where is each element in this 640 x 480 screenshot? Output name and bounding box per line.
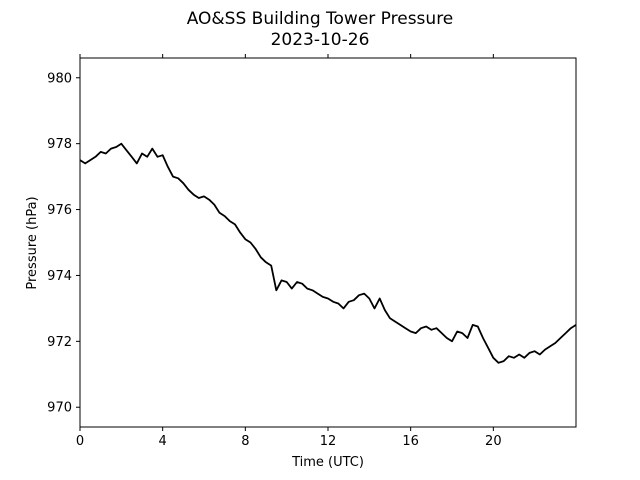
x-tick-label: 16 [402, 434, 419, 449]
y-axis-label: Pressure (hPa) [25, 196, 40, 289]
y-tick-label: 978 [47, 137, 72, 152]
chart-subtitle: 2023-10-26 [271, 30, 370, 50]
x-tick-label: 12 [320, 434, 337, 449]
x-axis-label: Time (UTC) [291, 455, 364, 470]
x-tick-label: 4 [159, 434, 167, 449]
y-tick-label: 972 [47, 335, 72, 350]
x-tick-label: 20 [485, 434, 502, 449]
x-axis-ticks: 0 4 8 12 16 20 [76, 54, 502, 449]
series-layer [79, 142, 577, 364]
x-tick-label: 8 [241, 434, 249, 449]
y-tick-label: 974 [47, 269, 72, 284]
x-tick-label: 0 [76, 434, 84, 449]
y-tick-label: 980 [47, 71, 72, 86]
pressure-series-line [79, 142, 577, 364]
y-axis-ticks: 970 972 974 976 978 980 [47, 71, 80, 416]
chart-title: AO&SS Building Tower Pressure [187, 9, 454, 29]
y-tick-label: 976 [47, 203, 72, 218]
plot-frame [79, 57, 577, 428]
y-tick-label: 970 [47, 401, 72, 416]
